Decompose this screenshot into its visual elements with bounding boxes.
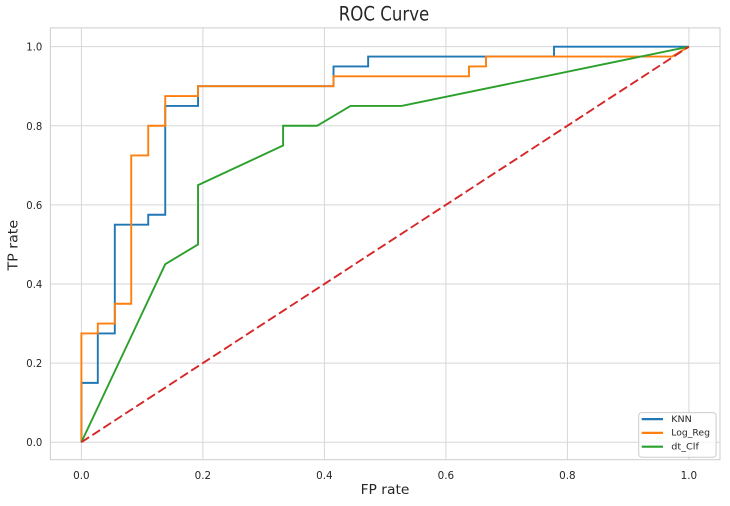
axes-border [49,27,721,461]
x-tick-label: 0.2 [195,469,212,482]
y-tick-label: 0.8 [26,120,42,133]
y-tick-labels: 0.0 0.2 0.4 0.6 0.8 1.0 [26,41,42,450]
x-tick-label: 0.4 [316,469,333,482]
roc-curves [80,45,690,443]
series-line-Log_Reg [80,45,690,443]
chart-title: ROC Curve [339,2,430,25]
y-tick-label: 0.2 [26,357,42,370]
x-tick-labels: 0.0 0.2 0.4 0.6 0.8 1.0 [73,469,697,482]
y-tick-label: 0.6 [26,199,42,212]
x-tick-label: 0.0 [73,469,90,482]
x-tick-label: 0.8 [559,469,576,482]
legend-label-Log_Reg: Log_Reg [671,429,710,439]
y-tick-label: 1.0 [26,41,42,54]
legend-label-KNN: KNN [671,415,692,425]
legend: KNN Log_Reg dt_Clf [638,412,717,458]
series-line-dt_Clf [80,45,690,443]
x-tick-label: 0.6 [438,469,455,482]
legend-label-dt_Clf: dt_Clf [671,443,699,453]
y-tick-label: 0.4 [26,278,42,291]
x-tick-label: 1.0 [681,469,698,482]
x-axis-label: FP rate [361,482,410,498]
series-line-chance-diagonal [80,45,690,443]
y-tick-label: 0.0 [26,436,42,449]
y-axis-label: TP rate [5,220,21,272]
